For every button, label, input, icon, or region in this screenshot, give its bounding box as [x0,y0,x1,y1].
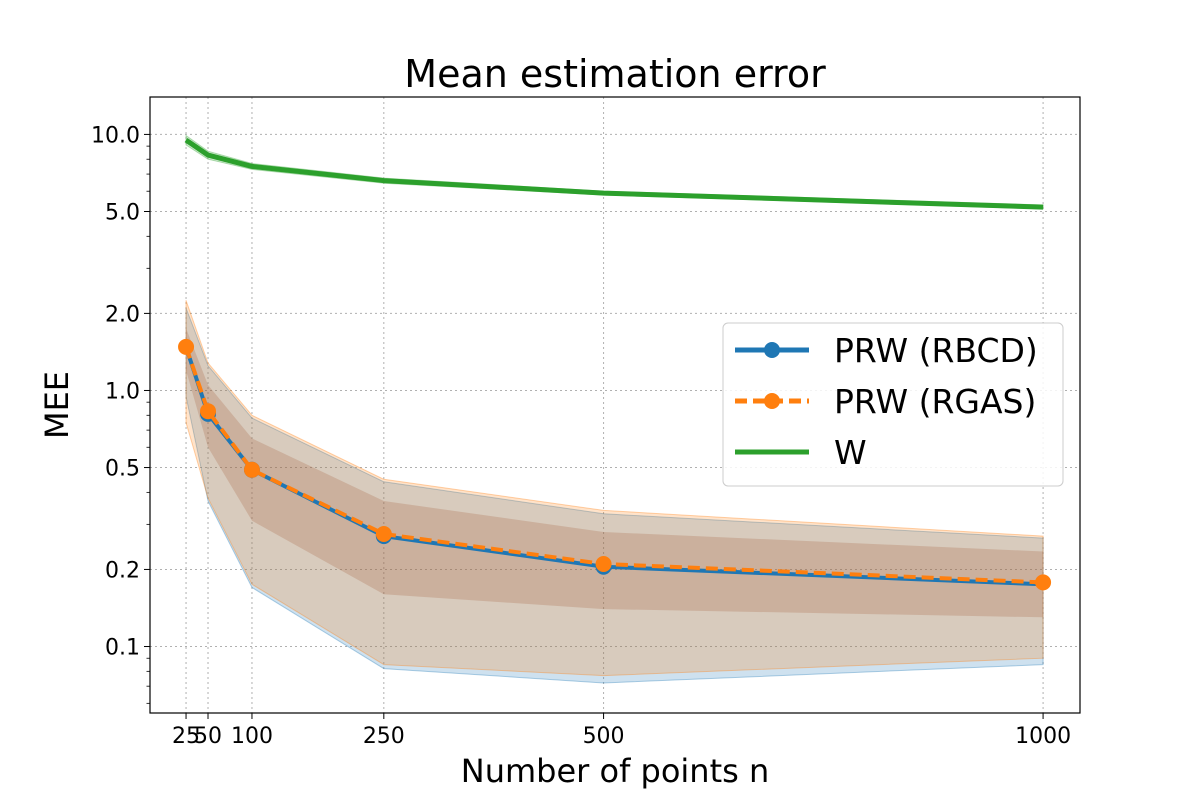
legend-label: PRW (RBCD) [834,331,1038,370]
y-tick-label: 10.0 [91,123,140,148]
confidence-band-inner [186,328,1044,618]
data-point [200,403,217,420]
series-line [184,346,1044,585]
data-point [595,556,612,573]
x-tick-label: 50 [194,724,222,749]
x-tick-label: 100 [231,724,273,749]
data-point [243,461,260,478]
chart-title: Mean estimation error [404,52,826,96]
data-point [178,338,195,355]
legend-marker [764,342,780,358]
confidence-band [185,300,1044,677]
x-tick-label: 1000 [1015,724,1071,749]
y-axis-label: MEE [38,371,76,439]
x-tick-label: 500 [583,724,625,749]
y-tick-label: 1.0 [105,379,140,404]
y-tick-label: 0.1 [105,636,140,661]
series-line [184,138,1044,210]
legend: PRW (RBCD) PRW (RGAS) W [722,322,1064,487]
legend-marker [764,393,780,409]
y-tick-label: 0.5 [105,457,140,482]
y-tick-label: 0.2 [105,558,140,583]
series-layer [178,138,1052,591]
legend-label: W [834,433,867,472]
data-point [1035,574,1052,591]
legend-label: PRW (RGAS) [834,382,1036,421]
data-point [375,526,392,543]
grid-layer [150,97,1080,713]
x-axis-label: Number of points n [461,752,769,790]
x-tick-label: 250 [363,724,405,749]
legend-box [722,322,1064,487]
x-tick-label: 25 [172,724,200,749]
y-tick-label: 2.0 [105,302,140,327]
plot-frame [149,96,1081,714]
y-tick-label: 5.0 [105,200,140,225]
confidence-band [185,307,1044,684]
